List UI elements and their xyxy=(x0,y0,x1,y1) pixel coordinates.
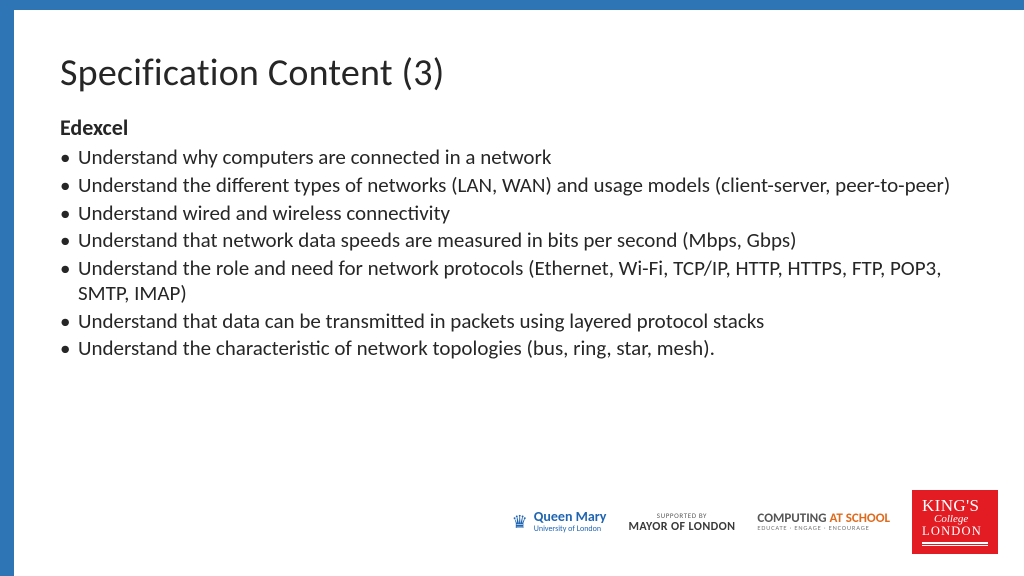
queen-mary-logo: ♛ Queen Mary University of London xyxy=(512,510,607,533)
kings-line3: LONDON xyxy=(922,524,988,539)
list-item: Understand that network data speeds are … xyxy=(60,228,978,253)
crown-icon: ♛ xyxy=(512,513,528,531)
list-item: Understand that data can be transmitted … xyxy=(60,309,978,334)
exam-board-heading: Edexcel xyxy=(60,114,978,141)
kings-college-logo: KING'S College LONDON xyxy=(912,490,998,554)
logo-strip: ♛ Queen Mary University of London SUPPOR… xyxy=(512,490,998,554)
qm-subtext: University of London xyxy=(534,525,607,533)
computing-at-school-logo: COMPUTING AT SCHOOL EDUCATE · ENGAGE · E… xyxy=(757,512,890,532)
list-item: Understand why computers are connected i… xyxy=(60,145,978,170)
list-item: Understand the different types of networ… xyxy=(60,173,978,198)
mayor-of-london-logo: SUPPORTED BY MAYOR OF LONDON xyxy=(628,511,735,534)
bullet-list: Understand why computers are connected i… xyxy=(60,145,978,361)
list-item: Understand the characteristic of network… xyxy=(60,336,978,361)
cas-tagline: EDUCATE · ENGAGE · ENCOURAGE xyxy=(757,525,890,532)
list-item: Understand the role and need for network… xyxy=(60,256,978,306)
qm-text: Queen Mary xyxy=(534,510,607,525)
kings-bar xyxy=(922,542,988,544)
mayor-main: MAYOR OF LONDON xyxy=(628,520,735,534)
slide: Specification Content (3) Edexcel Unders… xyxy=(0,0,1024,576)
kings-bar2 xyxy=(922,545,988,546)
mayor-supported: SUPPORTED BY xyxy=(628,511,735,520)
list-item: Understand wired and wireless connectivi… xyxy=(60,201,978,226)
slide-title: Specification Content (3) xyxy=(60,50,978,96)
